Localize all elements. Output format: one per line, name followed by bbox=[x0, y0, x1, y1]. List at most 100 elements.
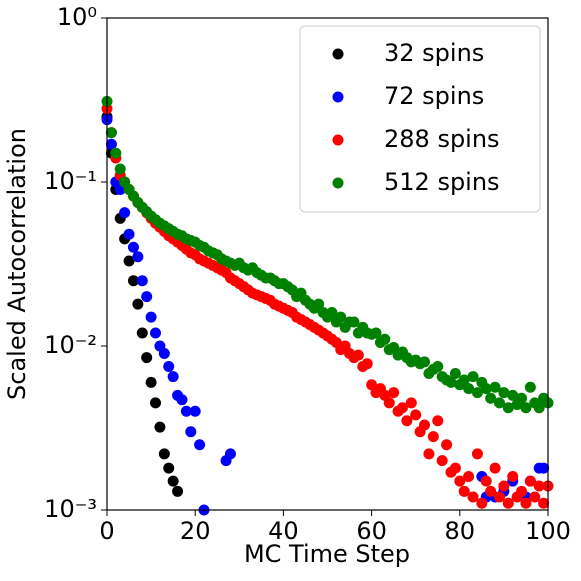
data-point bbox=[145, 311, 157, 323]
y-tick-label: 10⁻² bbox=[44, 331, 97, 359]
data-point bbox=[498, 387, 510, 399]
data-point bbox=[454, 475, 466, 487]
y-tick-label: 10⁻¹ bbox=[44, 167, 97, 195]
data-point bbox=[449, 367, 461, 379]
data-point bbox=[410, 409, 422, 421]
data-point bbox=[507, 389, 519, 401]
data-point bbox=[145, 376, 157, 388]
data-point bbox=[520, 402, 532, 414]
data-point bbox=[471, 387, 483, 399]
data-point bbox=[224, 448, 236, 460]
data-point bbox=[502, 402, 514, 414]
data-point bbox=[507, 471, 519, 483]
data-point bbox=[127, 275, 139, 287]
y-tick-label: 10⁰ bbox=[57, 3, 97, 31]
x-tick-label: 40 bbox=[268, 517, 299, 545]
data-point bbox=[352, 349, 364, 361]
data-point bbox=[449, 462, 461, 474]
data-point bbox=[463, 471, 475, 483]
data-point bbox=[105, 138, 117, 150]
data-point bbox=[480, 475, 492, 487]
legend-label: 32 spins bbox=[384, 39, 484, 67]
data-point bbox=[119, 207, 131, 219]
data-point bbox=[189, 405, 201, 417]
data-point bbox=[476, 497, 488, 509]
data-point bbox=[194, 439, 206, 451]
data-point bbox=[436, 455, 448, 467]
data-point bbox=[150, 327, 162, 339]
data-point bbox=[123, 255, 135, 267]
data-point bbox=[445, 376, 457, 388]
data-point bbox=[533, 480, 545, 492]
data-point bbox=[127, 241, 139, 253]
data-point bbox=[136, 275, 148, 287]
data-point bbox=[370, 327, 382, 339]
data-point bbox=[388, 387, 400, 399]
data-point bbox=[427, 431, 439, 443]
legend-marker bbox=[332, 177, 344, 189]
data-point bbox=[458, 374, 470, 386]
data-point bbox=[467, 491, 479, 503]
x-tick-label: 60 bbox=[356, 517, 387, 545]
data-point bbox=[524, 381, 536, 393]
legend-marker bbox=[332, 91, 344, 103]
data-point bbox=[163, 462, 175, 474]
data-point bbox=[141, 352, 153, 364]
data-point bbox=[383, 397, 395, 409]
plot-area bbox=[101, 95, 554, 516]
data-point bbox=[432, 415, 444, 427]
data-point bbox=[432, 360, 444, 372]
data-point bbox=[480, 383, 492, 395]
data-point bbox=[458, 485, 470, 497]
data-point bbox=[361, 358, 373, 370]
data-point bbox=[176, 394, 188, 406]
data-point bbox=[401, 415, 413, 427]
legend-marker bbox=[332, 134, 344, 146]
legend-box bbox=[299, 25, 541, 213]
data-point bbox=[405, 397, 417, 409]
data-point bbox=[493, 397, 505, 409]
y-axis-label: Scaled Autocorrelation bbox=[3, 128, 31, 400]
data-point bbox=[502, 497, 514, 509]
data-point bbox=[498, 480, 510, 492]
data-point bbox=[520, 497, 532, 509]
data-point bbox=[524, 475, 536, 487]
data-point bbox=[485, 485, 497, 497]
data-point bbox=[538, 497, 550, 509]
data-point bbox=[158, 348, 170, 360]
legend-marker bbox=[332, 48, 344, 60]
data-point bbox=[150, 397, 162, 409]
data-point bbox=[132, 251, 144, 263]
data-point bbox=[423, 448, 435, 460]
data-point bbox=[313, 298, 325, 310]
data-point bbox=[180, 405, 192, 417]
data-point bbox=[167, 371, 179, 383]
data-point bbox=[105, 127, 117, 139]
data-point bbox=[538, 462, 550, 474]
data-point bbox=[489, 462, 501, 474]
data-point bbox=[326, 307, 338, 319]
data-point bbox=[419, 419, 431, 431]
x-tick-label: 0 bbox=[99, 517, 114, 545]
x-tick-label: 80 bbox=[445, 517, 476, 545]
data-point bbox=[419, 356, 431, 368]
legend-label: 72 spins bbox=[384, 82, 484, 110]
data-point bbox=[533, 402, 545, 414]
legend-label: 288 spins bbox=[384, 125, 500, 153]
data-point bbox=[471, 448, 483, 460]
x-tick-label: 20 bbox=[180, 517, 211, 545]
data-point bbox=[158, 448, 170, 460]
data-point bbox=[485, 392, 497, 404]
data-point bbox=[489, 381, 501, 393]
data-point bbox=[529, 491, 541, 503]
data-point bbox=[516, 485, 528, 497]
data-point bbox=[163, 360, 175, 372]
data-point bbox=[493, 491, 505, 503]
data-point bbox=[114, 163, 126, 175]
data-point bbox=[516, 392, 528, 404]
data-point bbox=[172, 485, 184, 497]
data-point bbox=[110, 147, 122, 159]
data-point bbox=[185, 426, 197, 438]
legend-label: 512 spins bbox=[384, 168, 500, 196]
data-point bbox=[335, 311, 347, 323]
